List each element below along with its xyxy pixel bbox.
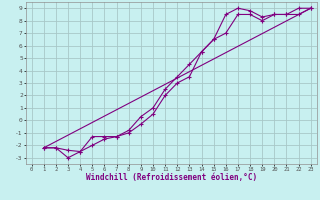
X-axis label: Windchill (Refroidissement éolien,°C): Windchill (Refroidissement éolien,°C) <box>86 173 257 182</box>
